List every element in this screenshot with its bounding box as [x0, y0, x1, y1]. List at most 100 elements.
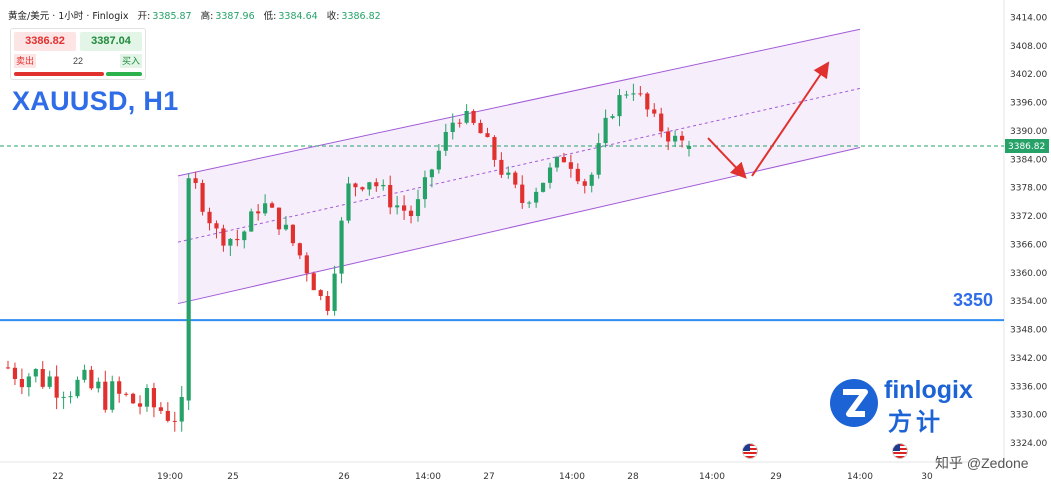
- candle-body: [395, 205, 400, 208]
- candle-body: [443, 131, 448, 151]
- candle-body: [506, 172, 511, 175]
- candle-body: [339, 220, 344, 274]
- candle-body: [290, 224, 295, 244]
- x-tick-label: 14:00: [415, 472, 441, 482]
- candle-body: [534, 191, 539, 203]
- candle-body: [402, 205, 407, 211]
- candle-body: [110, 381, 115, 410]
- candle-body: [422, 177, 428, 200]
- candle-body: [464, 110, 469, 123]
- candle-body: [75, 379, 80, 397]
- candle-body: [151, 388, 157, 408]
- candle-body: [214, 223, 219, 229]
- channel-mid-line: [177, 87, 861, 243]
- sell-price-button[interactable]: 3386.82: [14, 32, 76, 51]
- sell-button[interactable]: 卖出: [14, 54, 36, 68]
- candle-body: [283, 224, 289, 230]
- us-flag-icon[interactable]: [892, 443, 908, 459]
- instrument-label: 黄金/美元 · 1小时 · Finlogix: [8, 11, 129, 22]
- candle-body: [256, 211, 261, 214]
- x-tick-label: 25: [227, 472, 238, 482]
- buy-button[interactable]: 买入: [120, 54, 142, 68]
- candle-body: [624, 94, 629, 96]
- candle-body: [520, 184, 525, 203]
- y-tick-label: 3402.00: [1010, 70, 1047, 80]
- candle-body: [263, 203, 268, 214]
- y-tick-label: 3360.00: [1010, 269, 1047, 279]
- buy-ratio-bar: [106, 72, 142, 76]
- logo-wordmark-cn: 方计: [888, 409, 944, 436]
- candle-body: [666, 131, 671, 142]
- candle-body: [429, 169, 434, 178]
- candle-body: [346, 183, 351, 221]
- candle-body: [408, 210, 414, 217]
- y-tick-label: 3384.00: [1010, 155, 1047, 165]
- candle-body: [186, 178, 191, 401]
- candle-body: [659, 113, 664, 132]
- candle-body: [47, 376, 52, 387]
- candle-body: [137, 403, 143, 407]
- y-tick-label: 3324.00: [1010, 439, 1047, 449]
- sell-ratio-bar: [14, 72, 104, 76]
- candle-body: [242, 231, 247, 241]
- candle-body: [117, 381, 122, 394]
- candle-body: [568, 162, 573, 169]
- x-tick-label: 28: [627, 472, 639, 482]
- candle-body: [103, 381, 108, 410]
- candle-body: [582, 181, 587, 186]
- candle-body: [193, 178, 198, 184]
- x-tick-label: 27: [483, 472, 494, 482]
- candle-body: [499, 159, 504, 175]
- logo-wordmark: finlogix: [884, 376, 973, 404]
- x-tick-label: 19:00: [157, 472, 183, 482]
- candle-body: [276, 207, 282, 230]
- candle-body: [228, 238, 233, 246]
- x-tick-label: 29: [770, 472, 782, 482]
- candle-body: [513, 172, 518, 185]
- projection-arrow-down: [707, 137, 747, 179]
- candle-body: [679, 135, 685, 141]
- candle-body: [589, 174, 594, 186]
- candle-body: [12, 367, 18, 379]
- symbol-title: XAUUSD, H1: [12, 86, 179, 116]
- candle-body: [367, 182, 372, 190]
- candle-body: [165, 410, 170, 421]
- candle-body: [172, 420, 177, 422]
- finlogix-logo-icon: [830, 379, 878, 427]
- candle-body: [575, 168, 580, 182]
- candle-body: [457, 122, 462, 124]
- watermark: 知乎 @Zedone: [935, 455, 1029, 471]
- low-value: 3384.64: [278, 11, 318, 22]
- candle-body: [547, 167, 553, 183]
- x-tick-label: 14:00: [699, 472, 725, 482]
- candle-body: [96, 381, 101, 389]
- x-tick-label: 30: [921, 472, 933, 482]
- open-label: 开:: [137, 11, 151, 22]
- candle-body: [360, 187, 365, 190]
- candle-body: [5, 367, 11, 369]
- candle-body: [485, 133, 490, 138]
- trade-ticket: 3386.82 3387.04 卖出 22 买入: [10, 28, 146, 80]
- us-flag-icon[interactable]: [742, 443, 758, 459]
- high-value: 3387.96: [215, 11, 255, 22]
- y-tick-label: 3378.00: [1010, 184, 1047, 194]
- open-value: 3385.87: [152, 11, 192, 22]
- candle-body: [652, 109, 657, 114]
- buy-price-button[interactable]: 3387.04: [80, 32, 142, 51]
- candle-body: [617, 95, 622, 117]
- candle-body: [158, 407, 163, 411]
- candle-body: [603, 117, 608, 144]
- candle-body: [207, 211, 212, 224]
- candle-body: [61, 396, 66, 398]
- candle-body: [610, 116, 615, 118]
- candle-body: [540, 182, 546, 192]
- y-tick-label: 3342.00: [1010, 354, 1047, 364]
- y-tick-label: 3408.00: [1010, 42, 1047, 52]
- candle-body: [388, 184, 393, 208]
- candle-body: [19, 378, 24, 388]
- candle-body: [89, 369, 94, 389]
- close-value: 3386.82: [341, 11, 381, 22]
- candle-body: [124, 393, 129, 395]
- candle-body: [471, 110, 476, 123]
